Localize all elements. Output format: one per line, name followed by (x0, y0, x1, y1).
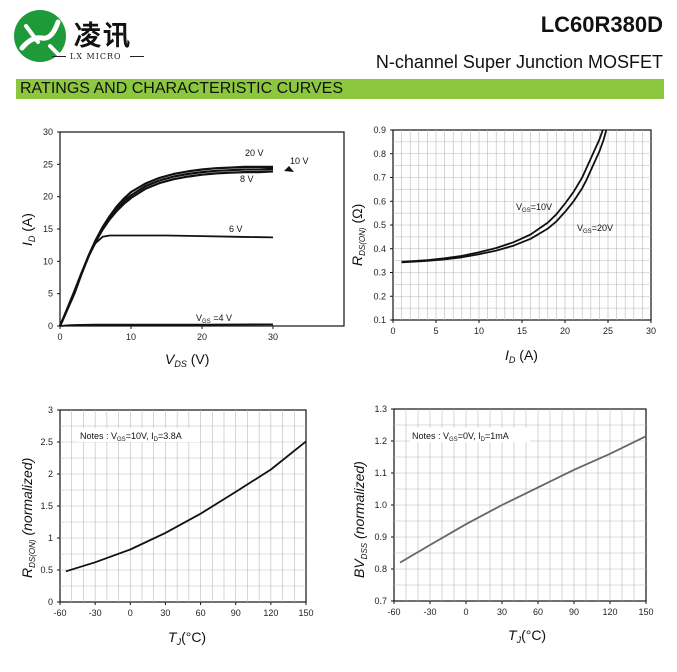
y-tick-label: 10 (43, 256, 53, 266)
x-tick-label: -60 (387, 607, 400, 617)
logo-rule-left (52, 56, 66, 57)
y-tick-label: 0.8 (373, 149, 386, 159)
y-tick-label: 1.0 (374, 500, 387, 510)
chart-bvdss-vs-temperature: -60 -30 0 30 60 90 120 150 0.7 0.8 0.9 1.0 1.1 1.2 1.3… (351, 404, 654, 645)
x-tick-label: -30 (89, 608, 102, 618)
chart4-y-axis-label: BVDSS (normalized) (351, 461, 369, 578)
x-tick-label: 30 (268, 332, 278, 342)
series-line-vgs-20v (401, 129, 608, 264)
x-tick-label: 0 (128, 608, 133, 618)
chart1-axes: 0 10 20 30 0 5 10 15 20 25 30 20 V 10 V 8 V 6 V VG… (19, 127, 345, 369)
section-banner: RATINGS AND CHARACTERISTIC CURVES (16, 79, 664, 99)
y-tick-label: 0 (48, 321, 53, 331)
chart3-y-axis-label: RDS(ON) (normalized) (19, 458, 37, 578)
series-line-main (65, 440, 307, 573)
x-tick-label: 0 (463, 607, 468, 617)
chart3-x-axis-label: TJ(°C) (168, 629, 206, 647)
series-line-vgs-10v (401, 129, 604, 263)
y-tick-label: 15 (43, 224, 53, 234)
x-tick-label: 0 (57, 332, 62, 342)
x-tick-label: -30 (423, 607, 436, 617)
y-tick-label: 0.4 (373, 244, 386, 254)
chart1-y-axis-label: ID (A) (19, 213, 37, 246)
series-line-vgs-4-v (59, 323, 274, 327)
chart2-annotation-vgs10v: VGS=10V (516, 202, 552, 214)
x-tick-label: 0 (390, 326, 395, 336)
chart1-annotation-6v: 6 V (229, 224, 243, 234)
series-line-6-v (59, 234, 274, 327)
logo-subtitle: LX MICRO (70, 52, 122, 61)
chart-rdson-vs-id: 0 5 10 15 20 25 300.10.20.30.40.50.60.70.80.9 … (349, 125, 656, 365)
x-tick-label: 150 (638, 607, 653, 617)
y-tick-label: 1.2 (374, 436, 387, 446)
x-tick-label: 120 (602, 607, 617, 617)
chart3-notes-box (76, 428, 200, 442)
x-tick-label: 150 (298, 608, 313, 618)
chart2-annotation-vgs20v: VGS=20V (577, 223, 613, 235)
x-tick-label: 30 (646, 326, 656, 336)
y-tick-label: 5 (48, 289, 53, 299)
y-tick-label: 0.8 (374, 564, 387, 574)
logo-rule-right (130, 56, 144, 57)
chart1-annotation-arrow-icon (284, 166, 294, 172)
y-tick-label: 1.5 (40, 501, 53, 511)
x-tick-label: 120 (263, 608, 278, 618)
y-tick-label: 3 (48, 405, 53, 415)
y-tick-label: 20 (43, 192, 53, 202)
y-tick-label: 0.9 (373, 125, 386, 135)
company-logo: 凌讯 LX MICRO (12, 8, 144, 70)
chart4-notes: Notes : VGS=0V, ID=1mA (412, 431, 509, 443)
section-title: RATINGS AND CHARACTERISTIC CURVES (20, 80, 344, 97)
chart1-annotation-20v: 20 V (245, 148, 264, 158)
y-tick-label: 1 (48, 533, 53, 543)
logo-chinese-name: 凌讯 (74, 21, 132, 52)
y-tick-label: 1.3 (374, 404, 387, 414)
chart2-x-axis-label: ID (A) (505, 347, 538, 365)
y-tick-label: 0.5 (373, 220, 386, 230)
x-tick-label: 90 (231, 608, 241, 618)
x-tick-label: 5 (433, 326, 438, 336)
part-number: LC60R380D (540, 12, 663, 37)
series-line-main (399, 435, 647, 564)
logo-emblem-icon (14, 10, 66, 62)
chart1-annotation-10v: 10 V (290, 156, 309, 166)
y-tick-label: 30 (43, 127, 53, 137)
y-tick-label: 0.2 (373, 291, 386, 301)
y-tick-label: 25 (43, 159, 53, 169)
y-tick-label: 0.7 (373, 173, 386, 183)
y-tick-label: 2.5 (40, 437, 53, 447)
x-tick-label: 20 (560, 326, 570, 336)
chart-output-characteristics: 0 10 20 30 0 5 10 15 20 25 30 20 V 10 V 8 V 6 V VG… (19, 127, 345, 369)
x-tick-label: 20 (197, 332, 207, 342)
y-tick-label: 0.5 (40, 565, 53, 575)
y-tick-label: 0 (48, 597, 53, 607)
y-tick-label: 0.9 (374, 532, 387, 542)
chart1-annotation-vgs4v: VGS =4 V (196, 313, 232, 325)
chart4-x-axis-label: TJ(°C) (508, 627, 546, 645)
x-tick-label: -60 (53, 608, 66, 618)
y-tick-label: 1.1 (374, 468, 387, 478)
x-tick-label: 30 (160, 608, 170, 618)
x-tick-label: 90 (569, 607, 579, 617)
y-tick-label: 0.1 (373, 315, 386, 325)
chart4-notes-box (410, 428, 530, 442)
x-tick-label: 10 (474, 326, 484, 336)
y-tick-label: 0.6 (373, 196, 386, 206)
part-description: N-channel Super Junction MOSFET (375, 52, 663, 72)
chart2-y-axis-label: RDS(ON) (Ω) (349, 204, 367, 266)
x-tick-label: 10 (126, 332, 136, 342)
y-tick-label: 0.3 (373, 268, 386, 278)
x-tick-label: 25 (603, 326, 613, 336)
x-tick-label: 60 (196, 608, 206, 618)
x-tick-label: 30 (497, 607, 507, 617)
chart1-x-axis-label: VDS (V) (165, 351, 209, 369)
x-tick-label: 60 (533, 607, 543, 617)
y-tick-label: 0.7 (374, 596, 387, 606)
x-tick-label: 15 (517, 326, 527, 336)
chart1-annotation-8v: 8 V (240, 174, 254, 184)
y-tick-label: 2 (48, 469, 53, 479)
